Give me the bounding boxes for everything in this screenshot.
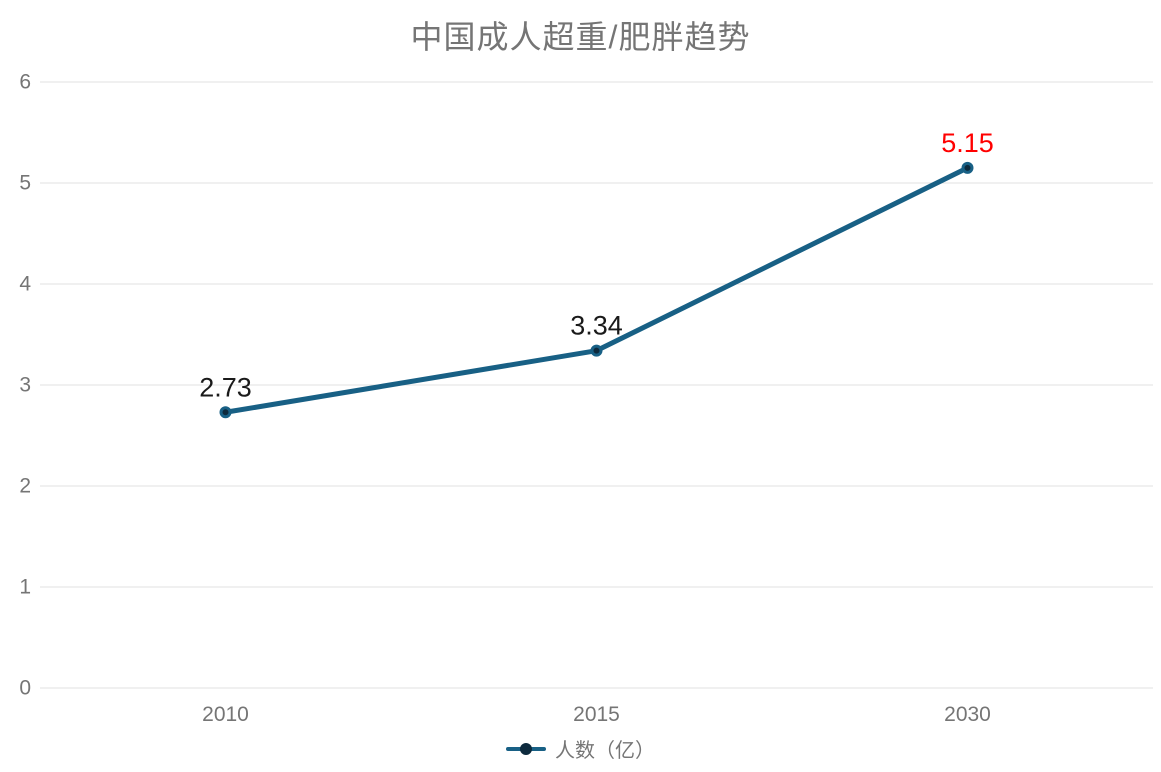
y-tick-label: 4 xyxy=(19,273,31,296)
legend: 人数（亿） xyxy=(0,734,1161,763)
legend-dot-icon xyxy=(520,742,532,755)
y-tick-label: 5 xyxy=(19,172,31,195)
x-tick-label: 2010 xyxy=(202,703,249,726)
y-tick-label: 3 xyxy=(19,374,31,397)
data-point-label: 5.15 xyxy=(941,128,994,158)
y-tick-label: 1 xyxy=(19,576,31,599)
data-point-label: 2.73 xyxy=(199,372,252,402)
x-tick-label: 2015 xyxy=(573,703,620,726)
y-tick-label: 0 xyxy=(19,677,31,700)
legend-label: 人数（亿） xyxy=(555,740,655,762)
chart-title: 中国成人超重/肥胖趋势 xyxy=(410,19,751,55)
data-point-marker xyxy=(219,406,232,419)
y-tick-label: 2 xyxy=(19,475,31,498)
legend-line-marker-icon xyxy=(506,742,546,755)
data-point-label: 3.34 xyxy=(570,311,623,341)
x-tick-label: 2030 xyxy=(944,703,991,726)
legend-item[interactable]: 人数（亿） xyxy=(506,734,655,763)
series-line xyxy=(223,165,970,415)
data-point-marker xyxy=(590,344,603,357)
y-tick-label: 6 xyxy=(19,71,31,94)
data-point-marker xyxy=(961,161,974,174)
